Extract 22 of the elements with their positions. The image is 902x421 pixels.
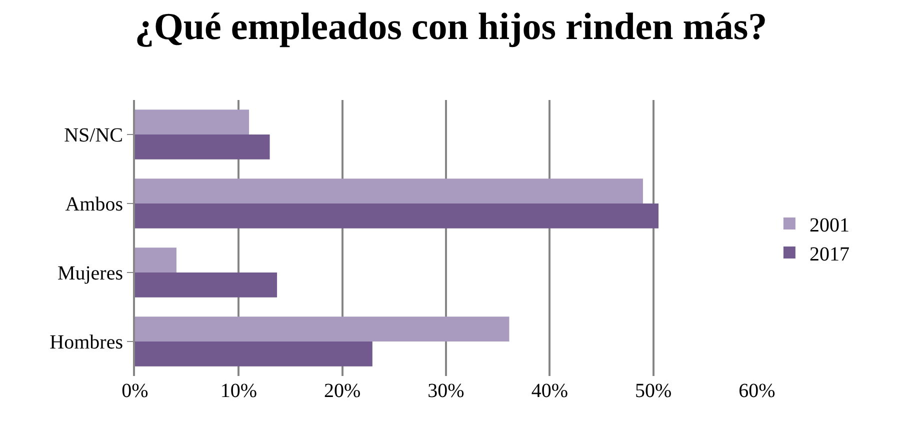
x-tick-label: 20% [324, 380, 361, 402]
y-tick-label: Ambos [65, 194, 124, 216]
x-tick-label: 40% [531, 380, 568, 402]
x-tick-label: 0% [122, 380, 148, 402]
bar [135, 110, 250, 134]
chart-title: ¿Qué empleados con hijos rinden más? [134, 6, 768, 48]
legend-label: 2001 [809, 214, 850, 236]
bar [135, 134, 270, 160]
x-tick-label: 30% [428, 380, 464, 402]
bar [135, 248, 176, 272]
x-tick-label: 50% [634, 380, 672, 402]
bar [135, 204, 659, 228]
legend-label: 2017 [809, 243, 850, 266]
y-tick-label: Hombres [50, 332, 124, 354]
bar [135, 178, 643, 204]
x-tick-label: 10% [220, 380, 258, 402]
bar [135, 272, 278, 298]
x-tick-label: 60% [738, 380, 776, 402]
y-tick-label: NS/NC [64, 124, 123, 146]
y-tick-label: Mujeres [57, 262, 124, 284]
bar [135, 342, 372, 366]
bar [135, 316, 510, 342]
